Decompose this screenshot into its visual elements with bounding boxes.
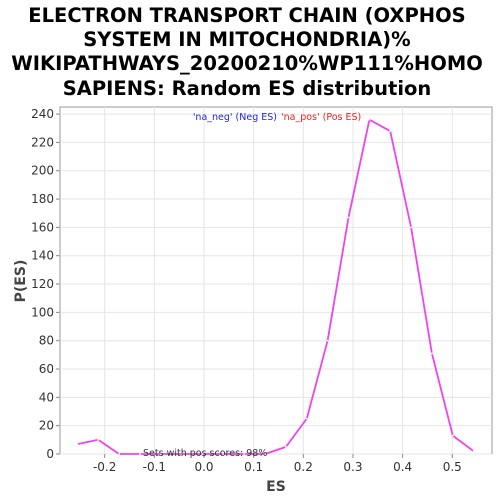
data-point: [305, 417, 308, 420]
x-tick-label: 0.0: [194, 460, 213, 474]
y-tick-label: 80: [39, 334, 54, 348]
data-point: [368, 118, 371, 121]
y-tick-label: 180: [31, 192, 54, 206]
data-point: [347, 216, 350, 219]
data-point: [243, 453, 246, 455]
y-tick-label: 60: [39, 362, 54, 376]
y-tick-label: 140: [31, 249, 54, 263]
data-point: [118, 453, 120, 455]
x-axis-ticks: -0.2 -0.1 0.0 0.1 0.2 0.3 0.4 0.5: [93, 454, 462, 474]
y-tick-label: 120: [31, 277, 54, 291]
y-tick-label: 200: [31, 164, 54, 178]
y-tick-label: 240: [31, 107, 54, 121]
x-axis-label: ES: [266, 479, 286, 495]
legend: 'na_neg' (Neg ES) 'na_pos' (Pos ES): [193, 112, 361, 123]
x-tick-label: -0.2: [93, 460, 116, 474]
data-point: [285, 446, 287, 448]
data-point: [410, 226, 412, 229]
data-point: [159, 453, 162, 455]
y-tick-label: 40: [39, 390, 54, 404]
grid-lines: [60, 107, 492, 455]
data-point: [472, 450, 475, 453]
y-tick-label: 20: [39, 419, 54, 433]
y-axis-label: P(ES): [13, 260, 29, 303]
title-line-2: SYSTEM IN MITOCHONDRIA)%: [83, 28, 410, 51]
x-tick-label: 0.2: [294, 460, 313, 474]
title-line-4: SAPIENS: Random ES distribution: [63, 77, 432, 100]
data-point: [326, 339, 329, 342]
y-tick-label: 0: [46, 447, 54, 461]
x-tick-label: 0.3: [343, 460, 362, 474]
chart-title: ELECTRON TRANSPORT CHAIN (OXPHOS SYSTEM …: [11, 4, 483, 100]
legend-entry-pos: 'na_pos' (Pos ES): [281, 112, 361, 123]
data-point: [389, 130, 392, 132]
data-point: [97, 438, 100, 441]
data-point: [201, 453, 204, 455]
data-point: [180, 453, 183, 455]
x-tick-label: 0.4: [393, 460, 412, 474]
pos-scores-annotation: Sets with pos scores: 98%: [143, 448, 267, 459]
data-point: [431, 352, 433, 355]
y-tick-label: 100: [31, 305, 54, 319]
y-tick-label: 160: [31, 220, 54, 234]
data-point: [76, 443, 79, 445]
data-point: [264, 453, 266, 455]
data-point: [451, 434, 454, 437]
y-axis-ticks: 0 20 40 60 80 100 120 140 160 180 200 220 240: [31, 107, 60, 461]
x-tick-label: 0.5: [443, 460, 462, 474]
title-line-3: WIKIPATHWAYS_20200210%WP111%HOMO: [11, 52, 483, 75]
series-line: [77, 118, 475, 455]
x-tick-label: 0.1: [244, 460, 263, 474]
legend-entry-neg: 'na_neg' (Neg ES): [193, 112, 277, 123]
x-tick-label: -0.1: [143, 460, 166, 474]
series-layer: [76, 118, 475, 455]
data-point: [222, 453, 225, 455]
y-tick-label: 220: [31, 135, 54, 149]
data-point: [139, 453, 141, 455]
plot-area: [59, 106, 493, 455]
title-line-1: ELECTRON TRANSPORT CHAIN (OXPHOS: [28, 4, 465, 27]
